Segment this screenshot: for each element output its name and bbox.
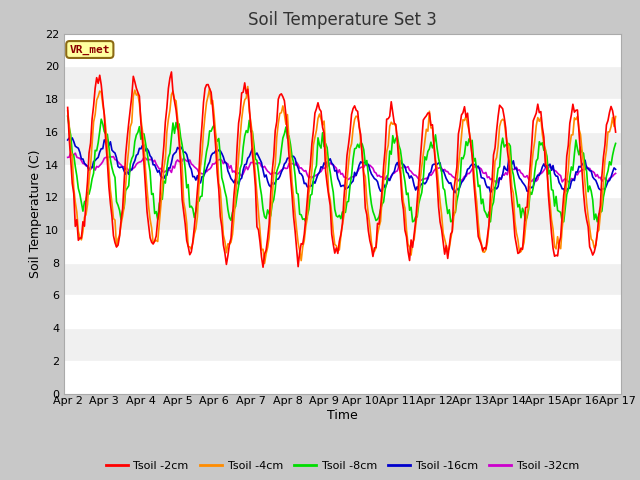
Text: VR_met: VR_met — [70, 44, 110, 55]
X-axis label: Time: Time — [327, 409, 358, 422]
Bar — [64, 230, 621, 263]
Y-axis label: Soil Temperature (C): Soil Temperature (C) — [29, 149, 42, 278]
Legend: Tsoil -2cm, Tsoil -4cm, Tsoil -8cm, Tsoil -16cm, Tsoil -32cm: Tsoil -2cm, Tsoil -4cm, Tsoil -8cm, Tsoi… — [101, 457, 584, 476]
Title: Soil Temperature Set 3: Soil Temperature Set 3 — [248, 11, 437, 29]
Bar — [64, 165, 621, 197]
Bar — [64, 34, 621, 66]
Bar — [64, 99, 621, 132]
Bar — [64, 295, 621, 328]
Bar — [64, 361, 621, 394]
